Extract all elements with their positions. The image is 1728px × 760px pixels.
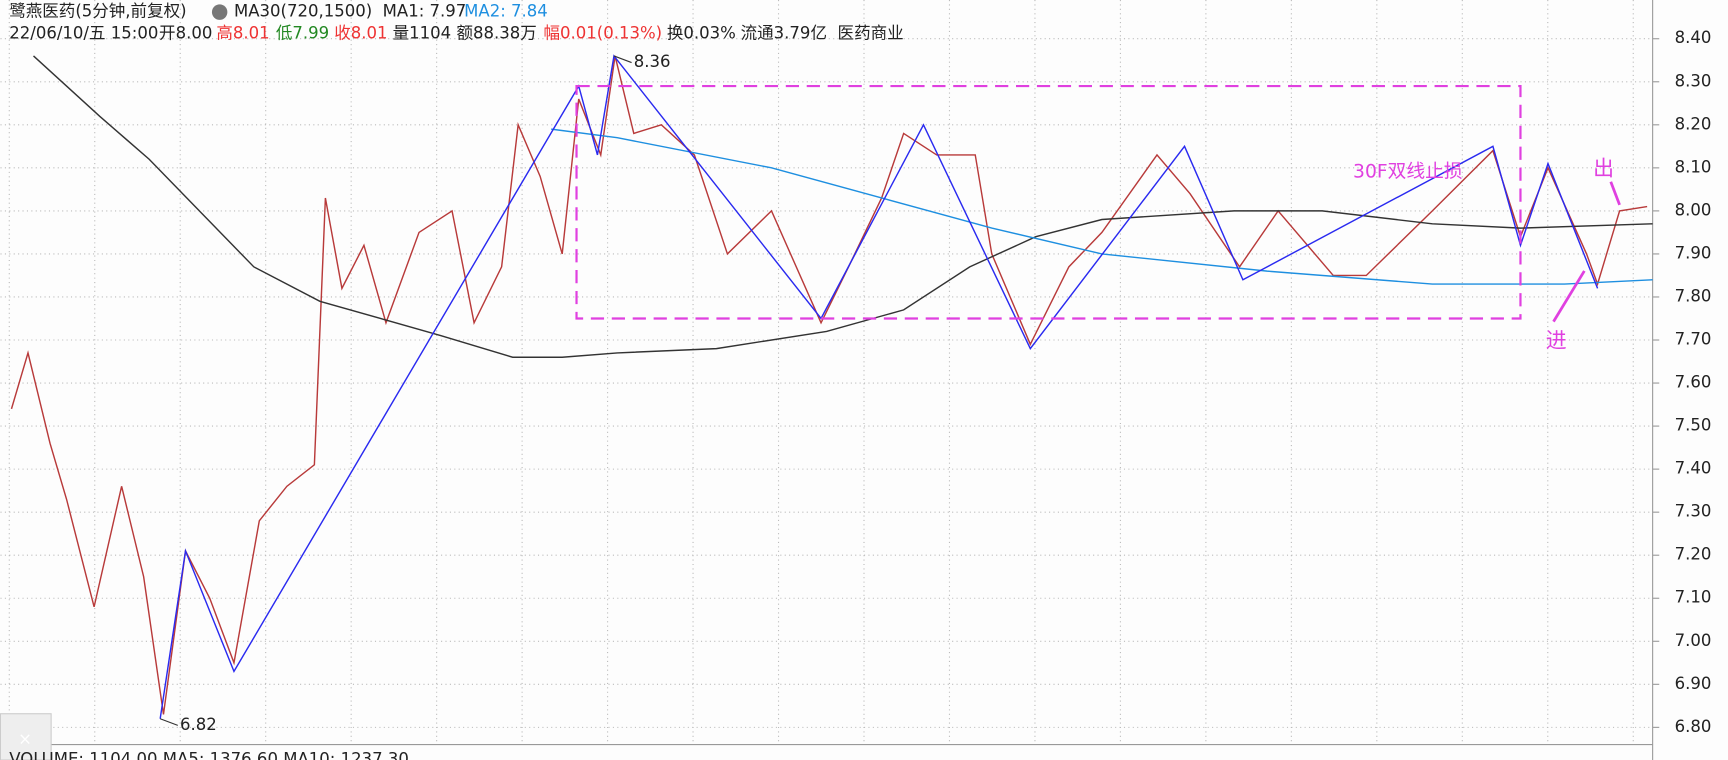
ma-setting: MA30(720,1500) <box>234 2 372 21</box>
series-line <box>551 128 1653 285</box>
volume: 量1104 <box>393 24 452 43</box>
turnover: 换0.03% <box>667 24 736 43</box>
y-tick-label: 6.80 <box>1675 717 1712 736</box>
series-line <box>10 55 1648 715</box>
arrow <box>1609 181 1621 206</box>
y-tick-label: 6.90 <box>1675 674 1712 693</box>
y-tick-label: 7.00 <box>1675 631 1712 650</box>
y-tick-label: 7.50 <box>1675 416 1712 435</box>
annotation-pointer <box>159 718 178 726</box>
annotation-pointer <box>613 55 632 64</box>
y-tick-label: 8.00 <box>1675 200 1712 219</box>
high: 高8.01 <box>216 24 269 43</box>
y-tick-label: 8.20 <box>1675 114 1712 133</box>
annotation: 30F双线止损 <box>1353 161 1463 182</box>
series-line <box>33 55 1653 358</box>
close-icon[interactable]: × <box>18 730 32 749</box>
datetime: 22/06/10/五 15:00 <box>9 24 158 43</box>
y-tick-label: 7.60 <box>1675 373 1712 392</box>
annotation: 6.82 <box>180 715 217 734</box>
plot: 8.36 6.82 <box>10 52 1653 734</box>
y-tick-label: 7.20 <box>1675 545 1712 564</box>
annotation: 8.36 <box>634 52 671 71</box>
float: 流通3.79亿 <box>741 24 827 43</box>
y-tick-label: 7.40 <box>1675 459 1712 478</box>
open: 开8.00 <box>159 24 212 43</box>
amount: 额88.38万 <box>456 24 536 43</box>
volume-line: VOLUME: 1104.00 MA5: 1376.60 MA10: 1237.… <box>9 750 409 760</box>
range: 幅0.01(0.13%) <box>543 24 662 43</box>
close-box[interactable] <box>0 713 52 760</box>
y-tick-label: 8.40 <box>1675 28 1712 47</box>
low: 低7.99 <box>276 24 329 43</box>
ma1: MA1: 7.97 <box>383 2 467 21</box>
series-line <box>159 54 1599 719</box>
y-tick-label: 7.10 <box>1675 588 1712 607</box>
icon <box>211 4 228 20</box>
y-tick-label: 7.80 <box>1675 286 1712 305</box>
close: 收8.01 <box>334 24 387 43</box>
sector: 医药商业 <box>838 24 904 43</box>
grid <box>0 0 1653 745</box>
arrow <box>1552 270 1586 323</box>
y-tick-label: 8.10 <box>1675 157 1712 176</box>
y-tick-label: 7.70 <box>1675 330 1712 349</box>
ma2: MA2: 7.84 <box>464 2 548 21</box>
annotation: 进 <box>1546 328 1567 352</box>
range-box <box>575 84 1522 320</box>
y-tick-label: 7.30 <box>1675 502 1712 521</box>
y-tick-label: 8.30 <box>1675 71 1712 90</box>
stock-name: 鹭燕医药(5分钟,前复权) <box>9 2 186 21</box>
annotation: 出 <box>1593 157 1614 181</box>
y-tick-label: 7.90 <box>1675 243 1712 262</box>
